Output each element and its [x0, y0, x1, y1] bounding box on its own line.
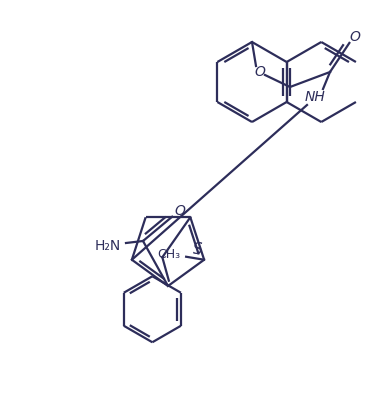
Text: O: O	[349, 30, 361, 44]
Text: S: S	[192, 242, 202, 257]
Text: O: O	[255, 65, 265, 79]
Text: O: O	[175, 204, 185, 218]
Text: NH: NH	[305, 90, 325, 104]
Text: CH₃: CH₃	[157, 248, 181, 261]
Text: H₂N: H₂N	[95, 239, 121, 253]
